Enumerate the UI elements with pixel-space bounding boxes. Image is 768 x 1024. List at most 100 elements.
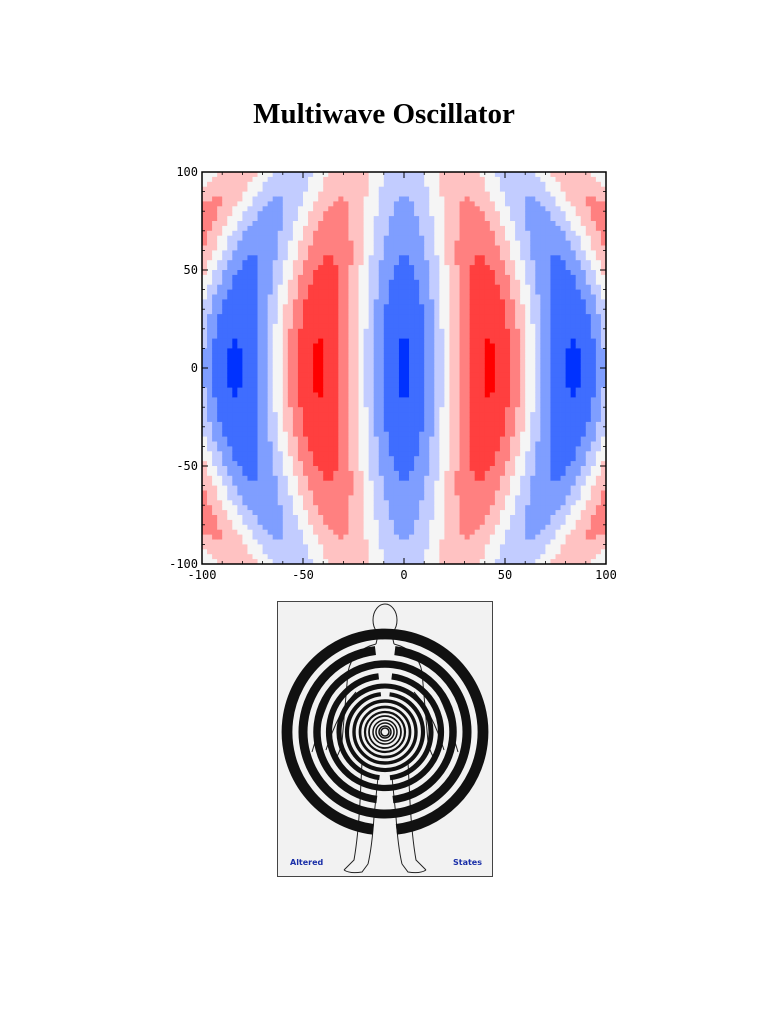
heatmap-cell bbox=[479, 397, 486, 403]
heatmap-cell bbox=[454, 304, 460, 310]
heatmap-cell bbox=[373, 524, 380, 531]
heatmap-cell bbox=[368, 372, 375, 379]
heatmap-cell bbox=[454, 172, 460, 178]
heatmap-cell bbox=[444, 559, 450, 565]
heatmap-cell bbox=[227, 524, 233, 531]
heatmap-cell bbox=[444, 181, 450, 188]
heatmap-cell bbox=[393, 505, 400, 511]
heatmap-cell bbox=[358, 284, 364, 290]
heatmap-cell bbox=[469, 240, 476, 246]
heatmap-cell bbox=[297, 323, 304, 330]
heatmap-cell bbox=[358, 343, 364, 349]
heatmap-cell bbox=[303, 284, 309, 290]
heatmap-cell bbox=[439, 466, 445, 472]
heatmap-cell bbox=[510, 397, 516, 403]
heatmap-cell bbox=[489, 172, 496, 178]
heatmap-cell bbox=[515, 260, 521, 266]
heatmap-cell bbox=[212, 201, 218, 207]
heatmap-cell bbox=[505, 368, 511, 374]
heatmap-cell bbox=[212, 397, 218, 403]
heatmap-cell bbox=[217, 201, 223, 207]
heatmap-cell bbox=[308, 441, 314, 447]
heatmap-cell bbox=[313, 417, 319, 423]
heatmap-cell bbox=[510, 475, 516, 482]
heatmap-cell bbox=[282, 309, 289, 315]
heatmap-cell bbox=[363, 235, 370, 241]
heatmap-cell bbox=[429, 451, 435, 457]
heatmap-cell bbox=[277, 186, 284, 192]
heatmap-cell bbox=[212, 441, 218, 447]
heatmap-cell bbox=[454, 216, 460, 222]
heatmap-cell bbox=[383, 466, 390, 472]
heatmap-cell bbox=[333, 441, 339, 447]
heatmap-cell bbox=[323, 319, 329, 325]
heatmap-cell bbox=[383, 358, 390, 364]
heatmap-cell bbox=[343, 417, 349, 423]
heatmap-cell bbox=[353, 519, 359, 526]
heatmap-cell bbox=[363, 363, 370, 369]
heatmap-cell bbox=[444, 382, 450, 388]
heatmap-cell bbox=[515, 343, 521, 349]
heatmap-cell bbox=[484, 402, 491, 408]
heatmap-cell bbox=[227, 387, 233, 393]
heatmap-cell bbox=[313, 387, 319, 393]
heatmap-cell bbox=[419, 480, 425, 486]
heatmap-cell bbox=[515, 230, 521, 237]
heatmap-cell bbox=[505, 181, 511, 188]
heatmap-cell bbox=[459, 338, 465, 344]
heatmap-cell bbox=[398, 299, 405, 305]
heatmap-cell bbox=[252, 510, 258, 516]
heatmap-cell bbox=[363, 417, 370, 423]
heatmap-cell bbox=[338, 431, 344, 437]
heatmap-cell bbox=[459, 421, 465, 428]
heatmap-cell bbox=[227, 235, 233, 241]
heatmap-cell bbox=[272, 485, 279, 491]
heatmap-cell bbox=[227, 407, 233, 413]
heatmap-cell bbox=[217, 382, 223, 388]
heatmap-cell bbox=[277, 500, 284, 506]
heatmap-cell bbox=[313, 201, 319, 207]
heatmap-cell bbox=[227, 260, 233, 266]
heatmap-cell bbox=[247, 294, 253, 300]
heatmap-cell bbox=[328, 412, 334, 418]
heatmap-cell bbox=[318, 289, 324, 295]
heatmap-cell bbox=[217, 240, 223, 246]
heatmap-cell bbox=[287, 196, 294, 202]
heatmap-cell bbox=[232, 544, 238, 550]
heatmap-cell bbox=[434, 466, 440, 472]
heatmap-cell bbox=[439, 250, 445, 256]
heatmap-cell bbox=[242, 294, 248, 300]
heatmap-cell bbox=[242, 524, 248, 531]
heatmap-cell bbox=[318, 495, 324, 501]
heatmap-cell bbox=[368, 466, 375, 472]
heatmap-cell bbox=[510, 446, 516, 452]
heatmap-cell bbox=[217, 216, 223, 222]
heatmap-cell bbox=[494, 515, 501, 521]
heatmap-cell bbox=[429, 500, 435, 506]
heatmap-cell bbox=[257, 250, 263, 256]
heatmap-cell bbox=[449, 461, 455, 467]
heatmap-cell bbox=[292, 333, 299, 339]
heatmap-cell bbox=[368, 495, 375, 501]
heatmap-cell bbox=[272, 466, 279, 472]
heatmap-cell bbox=[363, 250, 370, 256]
heatmap-cell bbox=[510, 343, 516, 349]
heatmap-cell bbox=[439, 490, 445, 496]
heatmap-cell bbox=[464, 480, 471, 486]
heatmap-cell bbox=[338, 221, 344, 227]
heatmap-cell bbox=[494, 338, 501, 344]
heatmap-cell bbox=[318, 519, 324, 526]
heatmap-cell bbox=[404, 475, 410, 482]
heatmap-cell bbox=[318, 441, 324, 447]
heatmap-cell bbox=[363, 245, 370, 251]
heatmap-cell bbox=[449, 451, 455, 457]
heatmap-cell bbox=[212, 294, 218, 300]
heatmap-cell bbox=[282, 431, 289, 437]
heatmap-cell bbox=[262, 485, 269, 491]
heatmap-cell bbox=[232, 431, 238, 437]
heatmap-cell bbox=[348, 475, 354, 482]
heatmap-cell bbox=[393, 524, 400, 531]
heatmap-cell bbox=[409, 382, 415, 388]
heatmap-cell bbox=[494, 299, 501, 305]
heatmap-cell bbox=[207, 382, 213, 388]
